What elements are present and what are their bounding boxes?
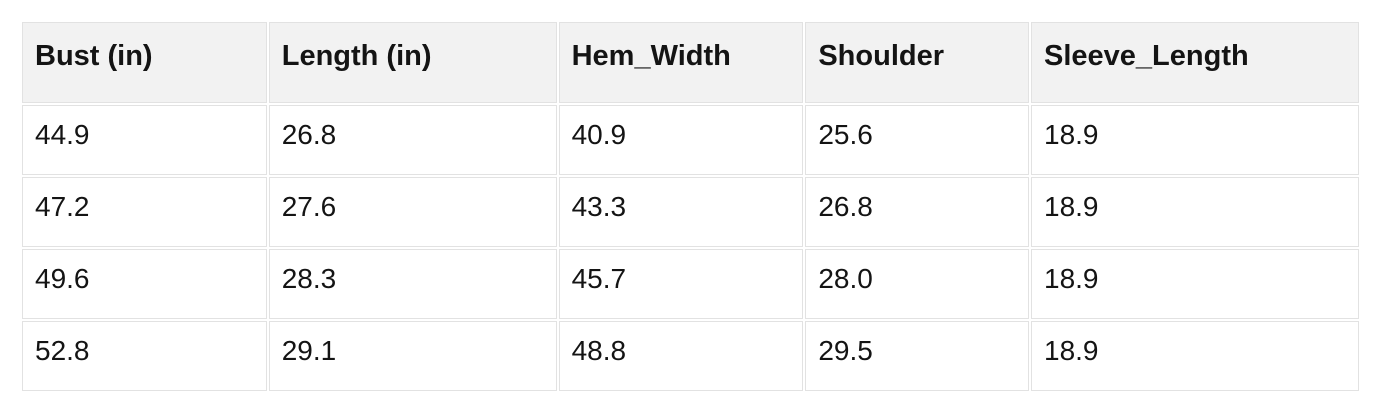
table-row: 49.6 28.3 45.7 28.0 18.9	[22, 249, 1359, 319]
data-cell: 43.3	[558, 177, 804, 247]
data-cell: 27.6	[268, 177, 557, 247]
table-header: Bust (in) Length (in) Hem_Width Shoulder…	[22, 22, 1359, 103]
data-cell: 18.9	[1031, 249, 1359, 319]
table-row: 52.8 29.1 48.8 29.5 18.9	[22, 321, 1359, 391]
data-cell: 48.8	[558, 321, 804, 391]
header-row: Bust (in) Length (in) Hem_Width Shoulder…	[22, 22, 1359, 103]
data-cell: 28.0	[805, 249, 1029, 319]
header-cell-hem-width: Hem_Width	[558, 22, 804, 103]
header-cell-sleeve-length: Sleeve_Length	[1031, 22, 1359, 103]
data-cell: 25.6	[805, 105, 1029, 175]
data-cell: 26.8	[805, 177, 1029, 247]
header-cell-length: Length (in)	[268, 22, 557, 103]
table-row: 44.9 26.8 40.9 25.6 18.9	[22, 105, 1359, 175]
data-cell: 44.9	[22, 105, 267, 175]
data-cell: 29.5	[805, 321, 1029, 391]
header-cell-shoulder: Shoulder	[805, 22, 1029, 103]
data-cell: 52.8	[22, 321, 267, 391]
table-row: 47.2 27.6 43.3 26.8 18.9	[22, 177, 1359, 247]
data-cell: 45.7	[558, 249, 804, 319]
data-cell: 18.9	[1031, 177, 1359, 247]
data-cell: 18.9	[1031, 105, 1359, 175]
table-body: 44.9 26.8 40.9 25.6 18.9 47.2 27.6 43.3 …	[22, 105, 1359, 391]
header-cell-bust: Bust (in)	[22, 22, 267, 103]
data-cell: 28.3	[268, 249, 557, 319]
data-cell: 26.8	[268, 105, 557, 175]
data-cell: 49.6	[22, 249, 267, 319]
data-cell: 29.1	[268, 321, 557, 391]
data-cell: 47.2	[22, 177, 267, 247]
data-cell: 18.9	[1031, 321, 1359, 391]
data-cell: 40.9	[558, 105, 804, 175]
size-chart-table: Bust (in) Length (in) Hem_Width Shoulder…	[20, 20, 1361, 393]
